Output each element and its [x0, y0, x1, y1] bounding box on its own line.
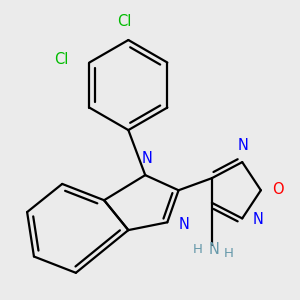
Text: N: N [253, 212, 263, 227]
Text: Cl: Cl [54, 52, 69, 67]
Text: Cl: Cl [117, 14, 131, 29]
Text: N: N [142, 152, 152, 166]
Text: N: N [178, 217, 190, 232]
Text: N: N [208, 242, 219, 257]
Text: H: H [224, 247, 233, 260]
Text: H: H [192, 243, 202, 256]
Text: O: O [272, 182, 284, 197]
Text: N: N [238, 139, 248, 154]
